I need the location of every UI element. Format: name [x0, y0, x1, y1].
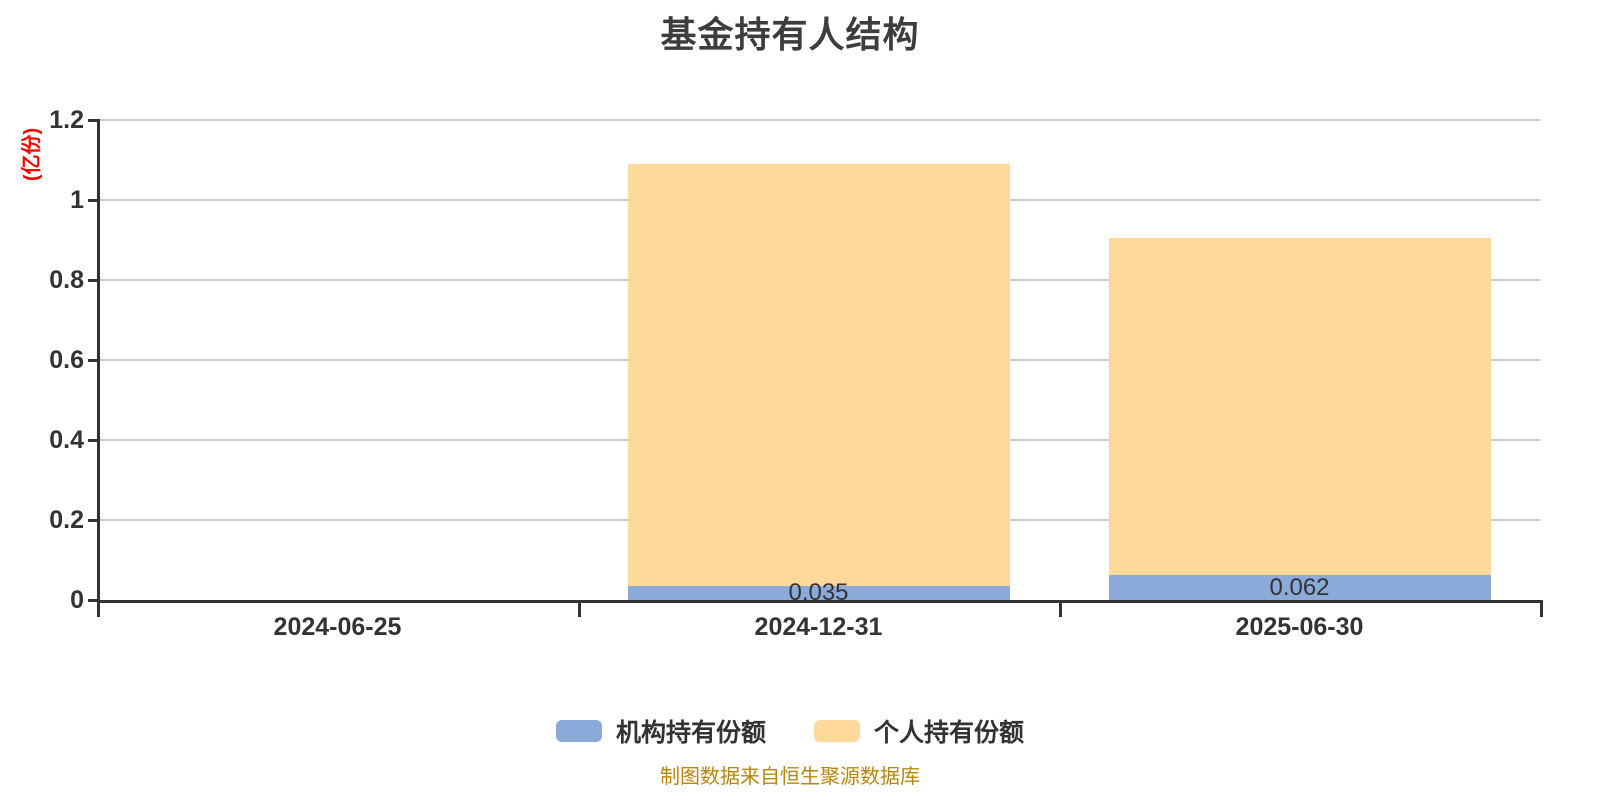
bar-segment-individual[interactable] [1108, 238, 1491, 576]
legend-item-individual[interactable]: 个人持有份额 [814, 713, 1024, 749]
y-tick-label: 0.2 [49, 506, 84, 534]
legend-label: 机构持有份额 [615, 719, 766, 747]
bar-value-label: 0.062 [1269, 573, 1330, 601]
x-category-label: 2025-06-30 [1235, 613, 1364, 641]
x-tick [578, 603, 581, 617]
y-tick [88, 119, 100, 122]
y-tick-label: 0.4 [49, 426, 84, 454]
y-tick [88, 519, 100, 522]
bar-segment-institutional[interactable] [1108, 575, 1491, 600]
y-tick-label: 0.6 [49, 346, 84, 374]
bar-value-label: 0.035 [788, 579, 849, 606]
legend-swatch-institutional-icon [555, 720, 602, 742]
x-tick [97, 603, 100, 617]
x-tick [1059, 603, 1062, 617]
y-tick [88, 439, 100, 442]
y-tick [88, 599, 100, 602]
y-tick-label: 0 [70, 586, 84, 614]
legend-label: 个人持有份额 [874, 719, 1025, 747]
chart-title: 基金持有人结构 [660, 14, 920, 55]
bar-segment-individual[interactable] [627, 164, 1010, 586]
y-tick [88, 199, 100, 202]
y-tick [88, 279, 100, 282]
legend-swatch-individual-icon [814, 720, 860, 742]
bar-segment-institutional[interactable] [627, 586, 1010, 600]
legend: 机构持有份额 个人持有份额 [0, 712, 1580, 750]
legend-item-institutional[interactable]: 机构持有份额 [555, 713, 766, 749]
y-axis-line [97, 120, 100, 600]
gridline [100, 119, 1540, 121]
y-tick [88, 359, 100, 362]
x-axis-line [97, 600, 1543, 603]
data-source-note: 制图数据来自恒生聚源数据库 [660, 766, 920, 788]
y-tick-label: 0.8 [49, 266, 84, 294]
x-category-label: 2024-12-31 [754, 613, 883, 641]
x-category-label: 2024-06-25 [273, 613, 402, 641]
y-tick-label: 1.2 [49, 106, 84, 134]
x-tick [1540, 603, 1543, 617]
y-tick-label: 1 [70, 186, 84, 214]
y-axis-unit-label: (亿份) [21, 127, 44, 181]
